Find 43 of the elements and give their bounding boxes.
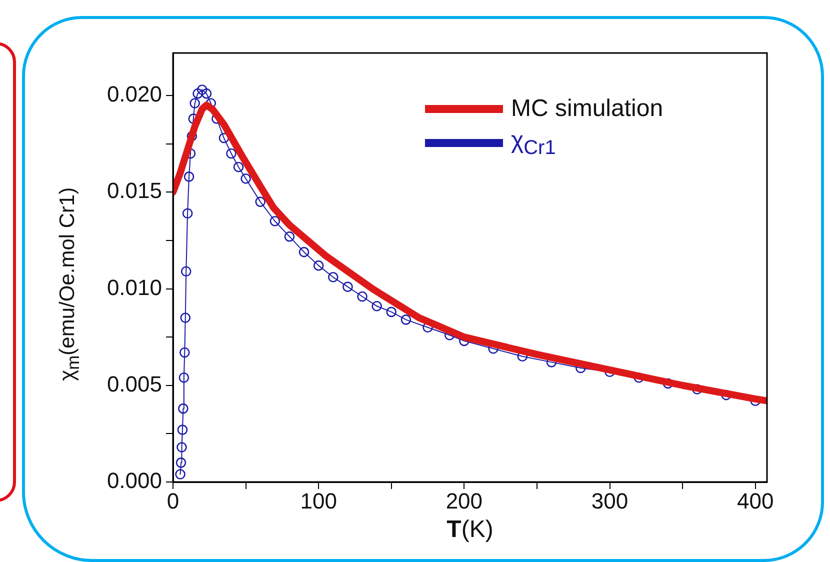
point	[184, 172, 194, 182]
y-tick-label: 0.005	[106, 371, 162, 396]
point	[342, 282, 353, 292]
point	[201, 88, 212, 99]
y-tick-label: 0.000	[106, 468, 162, 494]
point	[175, 469, 186, 480]
point	[218, 132, 230, 144]
point	[233, 162, 244, 172]
point	[190, 98, 200, 108]
x-tick-label: 400	[736, 488, 774, 514]
x-tick-label: 0	[166, 488, 180, 514]
point	[386, 306, 397, 318]
point	[328, 272, 338, 282]
point	[226, 148, 236, 159]
x-axis-title: T(K)	[446, 516, 494, 544]
point	[192, 88, 203, 99]
point	[179, 347, 190, 358]
point	[255, 196, 266, 207]
point	[182, 208, 193, 219]
x-tick-label: 200	[446, 488, 483, 514]
point	[372, 301, 382, 312]
point	[357, 291, 368, 302]
point	[176, 458, 186, 468]
point	[178, 372, 190, 383]
point	[298, 246, 310, 258]
point	[240, 173, 251, 184]
point	[180, 312, 191, 323]
x-tick-label: 300	[591, 488, 628, 514]
point	[284, 231, 295, 242]
point	[196, 84, 208, 95]
y-tick-label: 0.010	[106, 274, 162, 300]
legend-label: MC simulation	[511, 95, 664, 123]
y-tick-label: 0.015	[106, 178, 162, 204]
point	[178, 403, 188, 414]
legend-label: χ$_{Cr1}$	[511, 126, 556, 160]
point	[313, 260, 324, 271]
point	[270, 216, 280, 226]
point	[177, 424, 188, 435]
y-tick-label: 0.020	[106, 82, 162, 107]
point	[400, 314, 412, 325]
x-tick-label: 100	[300, 488, 337, 514]
point	[176, 442, 187, 452]
point	[180, 266, 192, 277]
